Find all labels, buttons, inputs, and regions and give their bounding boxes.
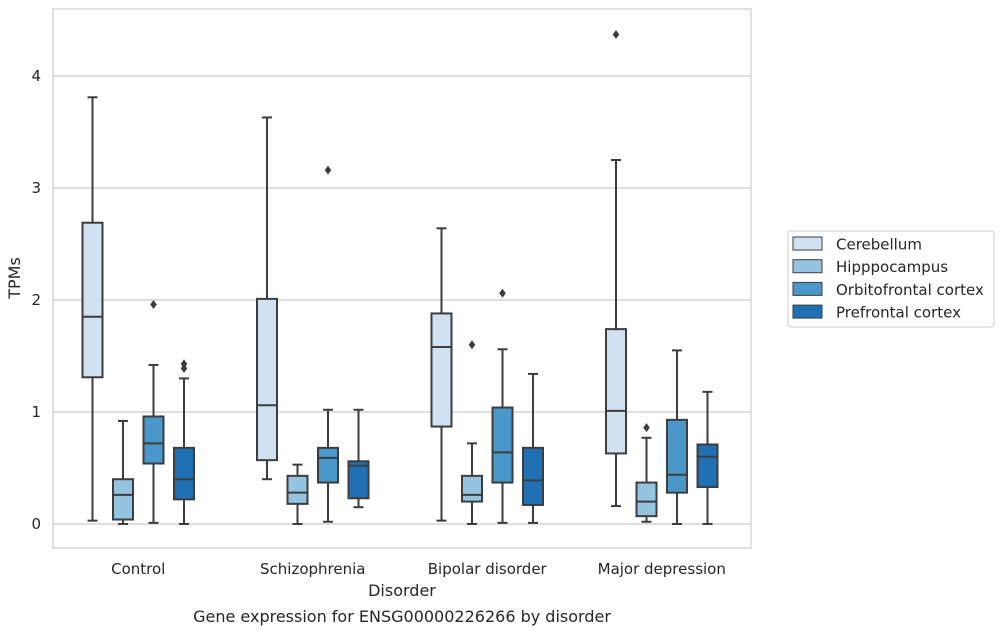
outlier-point (324, 165, 332, 175)
y-tick-label: 0 (31, 515, 41, 533)
legend-label: Prefrontal cortex (836, 304, 961, 322)
box-group (430, 227, 453, 522)
legend-swatch (792, 281, 823, 296)
box-group (317, 165, 339, 523)
x-tick-label: Schizophrenia (260, 560, 365, 578)
legend-label: Orbitofrontal cortex (836, 281, 984, 299)
grid-lines (53, 75, 751, 525)
legend-label: Cerebellum (836, 236, 922, 254)
x-tick-label: Major depression (598, 560, 726, 578)
outlier-point (150, 299, 157, 309)
box (666, 418, 688, 494)
outlier-point (468, 340, 476, 350)
box-group (112, 419, 134, 525)
box-group (461, 340, 483, 525)
plot-frame (52, 8, 752, 549)
box (286, 474, 309, 505)
legend-swatch (792, 304, 823, 319)
box (173, 446, 195, 501)
box (430, 312, 453, 428)
box-group (522, 372, 544, 524)
box (256, 297, 278, 462)
box-group (286, 463, 309, 525)
y-tick-label: 4 (31, 67, 41, 85)
outlier-point (180, 359, 188, 369)
box-group (635, 423, 658, 523)
x-tick-label: Control (111, 560, 165, 578)
box (112, 478, 134, 521)
box-group (142, 299, 165, 524)
outlier-point (643, 423, 650, 433)
box-group (256, 116, 278, 481)
y-tick-label: 2 (31, 291, 41, 309)
x-tick-labels: Control Schizophrenia Bipolar disorder Majo… (111, 560, 726, 578)
legend-swatch (792, 259, 823, 274)
legend-label: Hipppocampus (836, 258, 948, 276)
box-group (81, 96, 104, 522)
y-tick-label: 3 (31, 179, 41, 197)
box-series (81, 30, 719, 525)
box-group (491, 288, 514, 524)
box-group (696, 390, 719, 525)
box (347, 460, 370, 500)
box-group (347, 408, 370, 509)
box (635, 481, 658, 518)
legend-swatch (792, 236, 823, 251)
y-tick-label: 1 (31, 403, 41, 421)
box-group (173, 359, 195, 525)
box (461, 474, 483, 503)
box-group (605, 30, 627, 508)
box (696, 443, 719, 489)
outlier-point (612, 30, 620, 40)
y-axis-label: TPMs (5, 257, 24, 300)
chart-caption: Gene expression for ENSG00000226266 by d… (193, 607, 611, 626)
x-tick-label: Bipolar disorder (428, 560, 548, 578)
outlier-point (499, 288, 506, 298)
legend: Cerebellum Hipppocampus Orbitofrontal cort… (787, 230, 995, 328)
y-tick-labels: 0 1 2 3 4 (31, 67, 41, 533)
box (605, 328, 627, 455)
x-axis-label: Disorder (368, 581, 436, 600)
box (142, 415, 165, 465)
box (81, 221, 104, 379)
box (491, 406, 514, 484)
legend-frame (787, 230, 995, 328)
box-group (666, 349, 688, 525)
box (317, 446, 339, 484)
box (522, 446, 544, 506)
